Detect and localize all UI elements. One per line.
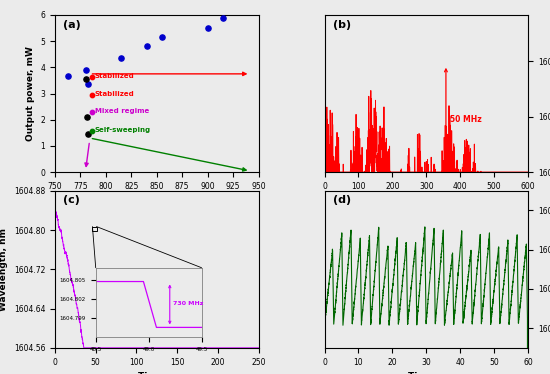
Text: 50 MHz: 50 MHz — [450, 115, 482, 124]
Point — [218, 15, 227, 21]
Point — [83, 131, 92, 137]
Y-axis label: Wavelength, nm: Wavelength, nm — [0, 228, 8, 311]
Text: Mixed regime: Mixed regime — [95, 108, 149, 114]
Point — [64, 73, 73, 80]
Point — [87, 92, 96, 98]
Point — [81, 76, 90, 82]
Point — [157, 34, 166, 40]
Point — [87, 74, 96, 80]
Point — [82, 114, 91, 120]
X-axis label: Pump power, mW: Pump power, mW — [113, 196, 201, 205]
Text: (d): (d) — [333, 196, 351, 205]
X-axis label: Time, s: Time, s — [139, 372, 175, 374]
Text: (b): (b) — [333, 20, 351, 30]
Y-axis label: Output power, mW: Output power, mW — [26, 46, 35, 141]
Text: (a): (a) — [63, 20, 81, 30]
Point — [81, 67, 90, 73]
Text: (c): (c) — [63, 196, 80, 205]
Point — [204, 25, 212, 31]
Point — [87, 128, 96, 134]
Point — [87, 109, 96, 115]
Text: Stabilized: Stabilized — [95, 73, 134, 79]
Point — [117, 55, 125, 61]
Point — [83, 82, 92, 88]
Text: Self-sweeping: Self-sweeping — [95, 127, 151, 133]
Text: Stabilized: Stabilized — [95, 91, 134, 97]
Bar — [92, 227, 96, 232]
X-axis label: Time, s: Time, s — [408, 372, 444, 374]
Point — [142, 43, 151, 49]
X-axis label: Time, s: Time, s — [408, 196, 444, 205]
